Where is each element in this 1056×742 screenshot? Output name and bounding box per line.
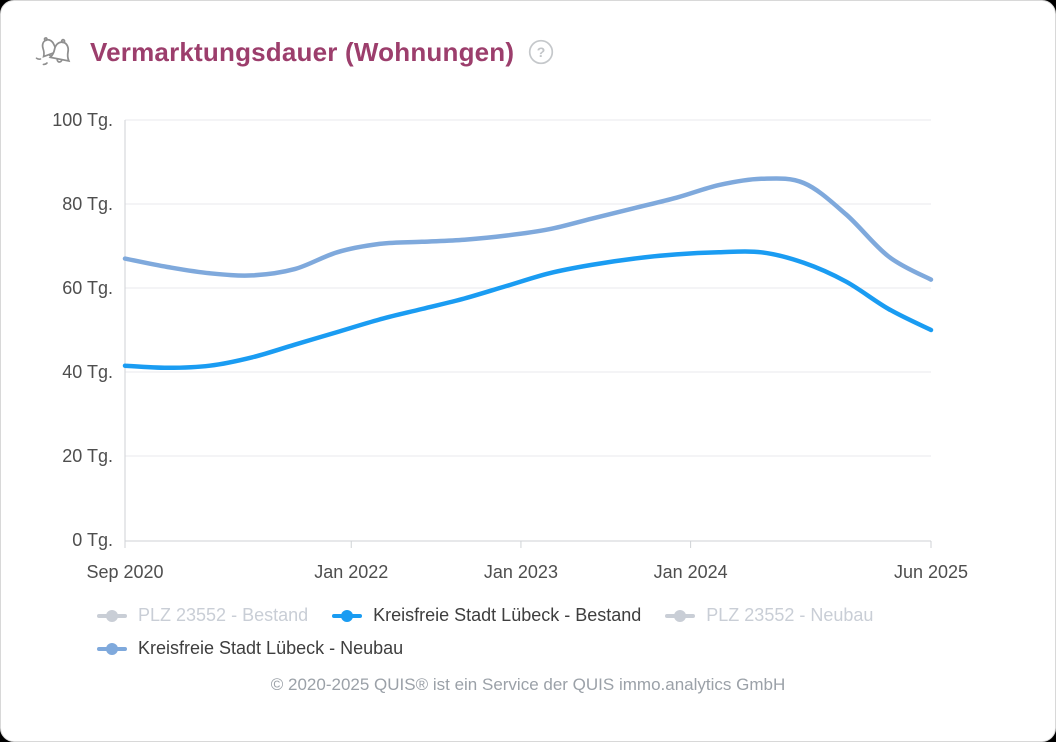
help-icon[interactable]: ? xyxy=(527,38,555,66)
x-axis-tick-label: Sep 2020 xyxy=(86,562,163,582)
series-marker-icon xyxy=(332,613,363,618)
y-axis-tick-label: 60 Tg. xyxy=(62,278,113,298)
y-axis-tick-label: 20 Tg. xyxy=(62,446,113,466)
notification-bell-icon[interactable] xyxy=(35,33,77,71)
y-axis-tick-label: 100 Tg. xyxy=(52,110,113,130)
series-marker-icon xyxy=(97,646,127,651)
legend-item-plz-23552-neubau[interactable]: PLZ 23552 - Neubau xyxy=(665,605,873,626)
question-mark-glyph: ? xyxy=(537,44,546,60)
legend-label: Kreisfreie Stadt Lübeck - Bestand xyxy=(373,605,642,625)
chart-legend: PLZ 23552 - Bestand Kreisfreie Stadt Lüb… xyxy=(97,605,977,659)
copyright-text: © 2020-2025 QUIS® ist ein Service der QU… xyxy=(270,675,786,694)
legend-label: PLZ 23552 - Bestand xyxy=(138,605,309,625)
series-line-kreisfreie-stadt-l-beck-neubau[interactable] xyxy=(122,176,934,282)
x-axis-tick-label: Jan 2023 xyxy=(484,562,558,582)
y-axis-tick-label: 80 Tg. xyxy=(62,194,113,214)
series-marker-icon xyxy=(665,613,696,618)
x-axis-tick-label: Jan 2022 xyxy=(314,562,388,582)
legend-label: PLZ 23552 - Neubau xyxy=(706,605,874,625)
series-line-kreisfreie-stadt-l-beck-bestand[interactable] xyxy=(122,249,934,371)
legend-item-plz-23552-bestand[interactable]: PLZ 23552 - Bestand xyxy=(97,605,308,626)
legend-label: Kreisfreie Stadt Lübeck - Neubau xyxy=(138,638,404,658)
x-axis-tick-label: Jun 2025 xyxy=(894,562,968,582)
legend-item-kreisfreie-stadt-luebeck-bestand[interactable]: Kreisfreie Stadt Lübeck - Bestand xyxy=(332,605,641,626)
x-axis-tick-label: Jan 2024 xyxy=(654,562,728,582)
y-axis-tick-label: 40 Tg. xyxy=(62,362,113,382)
legend-item-kreisfreie-stadt-luebeck-neubau[interactable]: Kreisfreie Stadt Lübeck - Neubau xyxy=(97,638,403,659)
series-marker-icon xyxy=(97,613,127,618)
chart-header: Vermarktungsdauer (Wohnungen) ? xyxy=(35,33,555,71)
y-axis-tick-label: 0 Tg. xyxy=(72,530,113,550)
vermarktungsdauer-line-chart: 0 Tg. 20 Tg. 40 Tg. 60 Tg. 80 Tg. 100 Tg. Sep … xyxy=(52,110,968,582)
chart-title: Vermarktungsdauer (Wohnungen) xyxy=(90,36,515,67)
